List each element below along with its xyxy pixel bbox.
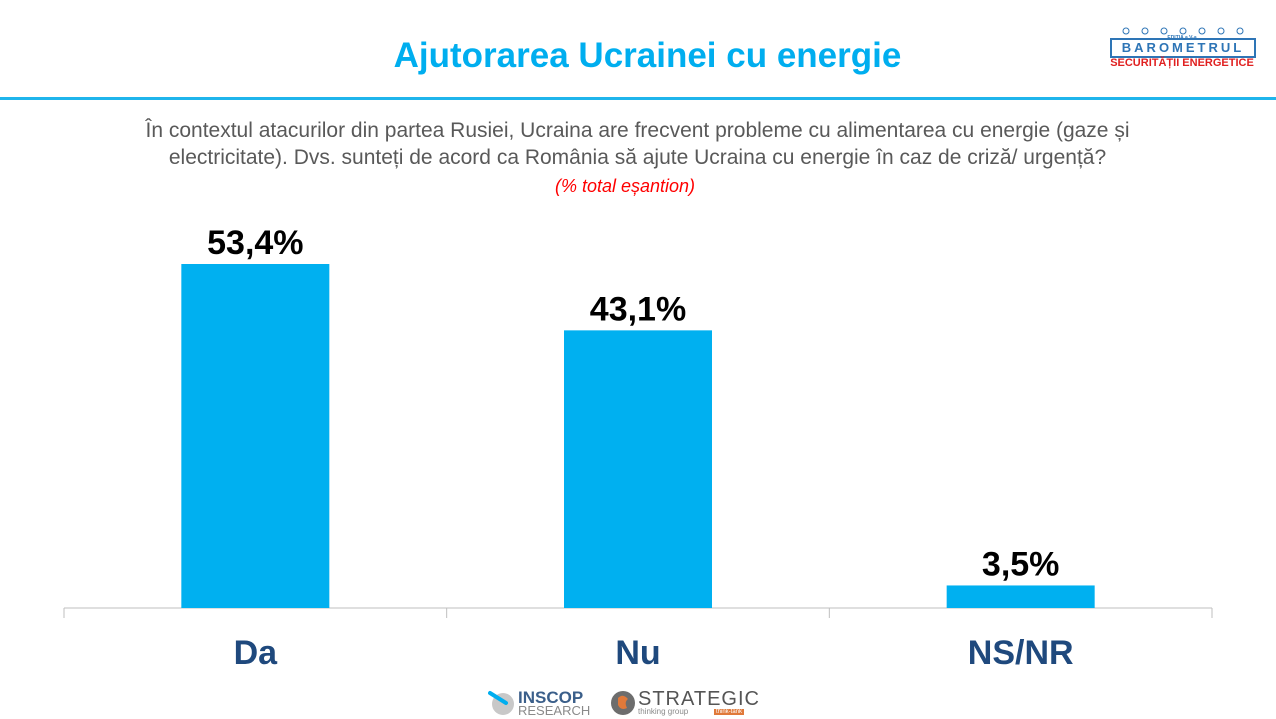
inscop-icon — [488, 691, 514, 715]
question-line-1: În contextul atacurilor din partea Rusie… — [145, 119, 1130, 142]
inscop-logo: INSCOP RESEARCH — [488, 688, 600, 718]
survey-question: În contextul atacurilor din partea Rusie… — [40, 117, 1235, 171]
strategic-sub: thinking group — [638, 707, 689, 716]
data-label: 43,1% — [590, 290, 686, 328]
data-label: 3,5% — [982, 545, 1060, 583]
logo-subtitle: SECURITĂȚII ENERGETICE — [1110, 57, 1254, 69]
bar-nu — [564, 330, 712, 608]
category-label: Da — [234, 634, 279, 672]
category-label: NS/NR — [968, 634, 1074, 672]
strategic-tag: think-tank — [714, 709, 745, 715]
bar-nsnr — [946, 585, 1095, 608]
title-divider — [0, 97, 1276, 100]
strategic-icon — [611, 691, 635, 715]
category-label: Nu — [615, 634, 660, 672]
inscop-name: INSCOP — [518, 688, 584, 707]
logo-brand: BAROMETRUL — [1110, 38, 1256, 58]
inscop-sub: RESEARCH — [518, 703, 591, 718]
bulbs-icon — [1122, 27, 1244, 35]
sample-note: (% total eșantion) — [554, 176, 696, 196]
bar-da — [181, 264, 330, 608]
data-label: 53,4% — [207, 224, 303, 262]
page-title: Ajutorarea Ucrainei cu energie — [393, 36, 902, 75]
barometer-logo: EDIȚIA a V-a BAROMETRUL SECURITĂȚII ENER… — [1106, 26, 1258, 72]
strategic-logo: STRATEGIC thinking group think-tank — [610, 688, 760, 718]
question-line-2: electricitate). Dvs. sunteți de acord ca… — [168, 146, 1107, 169]
strategic-name: STRATEGIC — [638, 688, 760, 710]
